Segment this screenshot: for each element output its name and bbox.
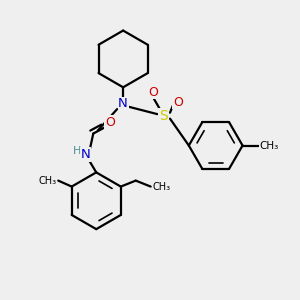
Text: O: O	[173, 96, 183, 109]
Text: CH₃: CH₃	[39, 176, 57, 186]
Text: N: N	[81, 148, 91, 161]
Text: CH₃: CH₃	[152, 182, 170, 192]
Text: O: O	[148, 86, 158, 99]
Text: S: S	[159, 109, 168, 123]
Text: N: N	[118, 97, 128, 110]
Text: H: H	[73, 146, 82, 156]
Text: CH₃: CH₃	[260, 140, 279, 151]
Text: O: O	[105, 116, 115, 129]
